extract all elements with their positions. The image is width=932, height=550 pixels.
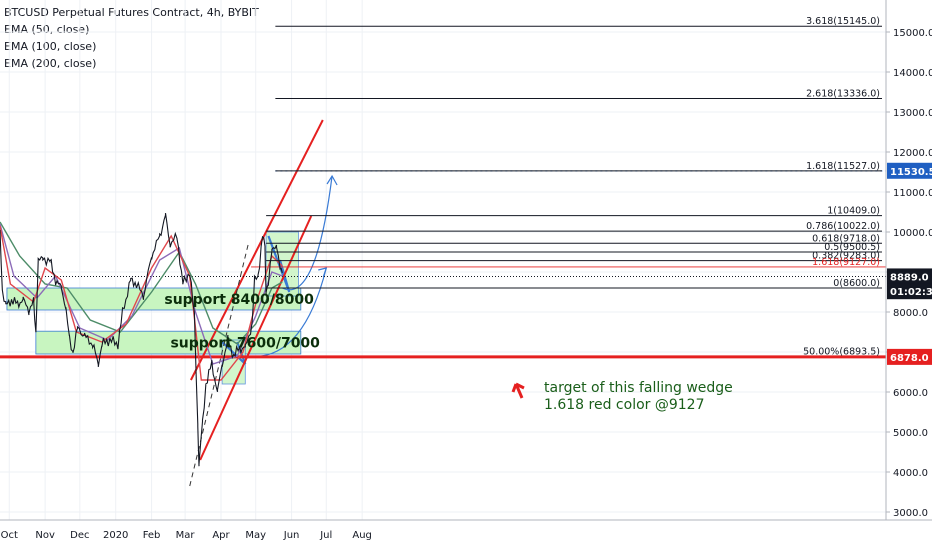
y-tick-label: 4000.0 — [893, 468, 928, 479]
price-tag-price — [887, 268, 932, 285]
y-tick-label: 6000.0 — [893, 388, 928, 399]
x-tick-label: Jun — [283, 530, 300, 541]
fib-level-label: 1.618(9127.0) — [812, 257, 880, 268]
legend-ema-50[interactable]: EMA (50, close) — [4, 23, 90, 36]
arrow-head-icon — [326, 174, 338, 186]
y-tick-label: 8000.0 — [893, 308, 928, 319]
y-tick-label: 5000.0 — [893, 428, 928, 439]
wedge-triangle — [267, 235, 291, 293]
x-tick-label: May — [245, 530, 266, 541]
x-tick-label: Jul — [319, 530, 332, 541]
price-tag-label: 01:02:39 — [890, 287, 932, 298]
fib-level-label: 0(8600.0) — [833, 278, 880, 289]
price-line — [0, 213, 283, 467]
fib-level-label: 0.786(10022.0) — [806, 221, 880, 232]
chart-grid — [0, 0, 886, 520]
x-tick-label: 2020 — [103, 530, 128, 541]
ema-50-line — [0, 225, 283, 381]
red-arrow-icon — [511, 382, 525, 399]
channel-upper-line — [190, 119, 324, 381]
support-zone-label: support 7600/7000 — [170, 336, 320, 352]
y-tick-label: 15000.0 — [893, 28, 932, 39]
y-tick-label: 3000.0 — [893, 508, 928, 519]
channel-lower-line — [199, 215, 313, 461]
price-tag-label: 6878.0 — [890, 353, 929, 364]
fib-level-label: 0.5(9500.5) — [824, 242, 880, 253]
x-tick-label: Aug — [352, 530, 372, 541]
projection-arc — [282, 175, 333, 291]
fib-level-label: 50.00%(6893.5) — [803, 346, 880, 357]
annotation-text: 1.618 red color @9127 — [544, 397, 704, 413]
price-tag-label: 11530.5 — [890, 167, 932, 178]
y-tick-label: 13000.0 — [893, 108, 932, 119]
chart-legend: BTCUSD Perpetual Futures Contract, 4h, B… — [4, 4, 259, 72]
x-tick-label: Apr — [212, 530, 230, 541]
fib-level-label: 3.618(15145.0) — [806, 16, 880, 27]
x-tick-label: Feb — [143, 530, 161, 541]
y-tick-label: 14000.0 — [893, 68, 932, 79]
fib-level-label: 1(10409.0) — [827, 206, 880, 217]
arrow-head-icon — [318, 267, 328, 278]
price-series — [0, 213, 283, 467]
annotation-text: target of this falling wedge — [544, 380, 733, 396]
y-tick-label: 12000.0 — [893, 148, 932, 159]
legend-title: BTCUSD Perpetual Futures Contract, 4h, B… — [4, 6, 259, 19]
price-tag-label: 8889.0 — [890, 272, 929, 283]
y-tick-label: 10000.0 — [893, 228, 932, 239]
fib-level-label: 0.618(9718.0) — [812, 233, 880, 244]
fib-level-label: 1.618(11527.0) — [806, 161, 880, 172]
dashed-trend-line — [189, 241, 250, 487]
x-tick-label: Oct — [1, 530, 18, 541]
y-tick-label: 11000.0 — [893, 188, 932, 199]
annotation-layer: support 8400/8000 support 7600/7000 target… — [164, 292, 732, 413]
fib-level-label: 0.382(9283.0) — [812, 251, 880, 262]
x-tick-label: Mar — [176, 530, 196, 541]
price-tag-target — [887, 162, 932, 179]
fib-levels: 3.618(15145.0) 2.618(13336.0) 1.618(11527.… — [266, 16, 882, 357]
support-zone-label: support 8400/8000 — [164, 292, 314, 308]
fib-level-label: 2.618(13336.0) — [806, 89, 880, 100]
x-tick-label: Dec — [70, 530, 89, 541]
price-tag-price — [887, 283, 932, 300]
x-tick-label: Nov — [35, 530, 55, 541]
legend-ema-100[interactable]: EMA (100, close) — [4, 40, 97, 53]
legend-ema-200[interactable]: EMA (200, close) — [4, 57, 97, 70]
price-tag-support — [887, 348, 932, 365]
